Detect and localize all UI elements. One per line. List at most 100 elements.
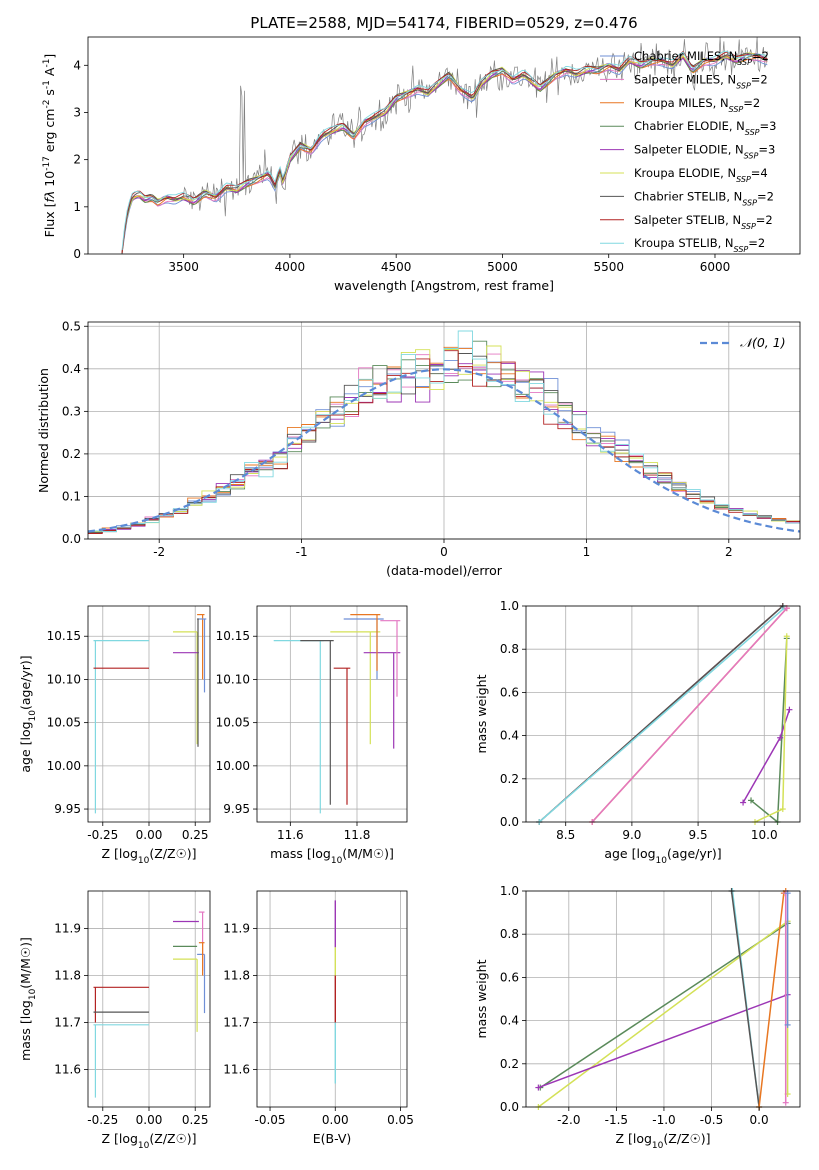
label-part: (M/M☉)]: [342, 846, 394, 861]
label-sub: 10: [28, 988, 38, 1000]
x-tick-label: 9.0: [622, 828, 641, 842]
y-tick-label: 10.15: [47, 629, 81, 643]
y-axis-label: Flux [fλ 10-17 erg cm-2 s-1 A-1]: [42, 54, 57, 238]
y-tick-label: 10.00: [216, 759, 250, 773]
y-tick-label: 0.0: [500, 815, 519, 829]
series-kroupa-miles: [758, 890, 787, 1108]
y-tick-label: 0.4: [62, 362, 81, 376]
x-tick-label: 6000: [700, 260, 731, 274]
y-tick-label: 10.15: [216, 629, 250, 643]
label-part: Z [: [101, 846, 118, 861]
ticks: -0.05 0.00 0.05 11.6 11.7 11.8 11.9: [223, 922, 414, 1127]
y-tick-label: 11.9: [223, 922, 250, 936]
y-tick-label: 0.4: [500, 1014, 519, 1028]
plot-area: [535, 888, 791, 1110]
label-part: Z [: [615, 1131, 632, 1146]
legend-text: Salpeter STELIB, N: [634, 213, 741, 227]
legend-text: Kroupa ELODIE, N: [634, 166, 736, 180]
legend-sub: SSP: [744, 151, 759, 160]
plot-area: [273, 614, 401, 814]
x-axis-label: Z [log10(Z/Z☉)]: [101, 1131, 196, 1151]
x-tick-label: 0.0: [750, 1113, 769, 1127]
legend-text: Kroupa MILES, N: [634, 96, 729, 110]
label-sub: 10: [138, 856, 150, 866]
ticks: 8.5 9.0 9.5 10.0 0.0 0.2 0.4 0.6 0.8 1.0: [500, 599, 778, 842]
label-part: log: [119, 1131, 138, 1146]
axes-frame: [525, 605, 801, 823]
axes-massweight-vs-Z: -2.0 -1.5 -1.0 -0.5 0.0 0.0 0.2 0.4 0.6 0.8 1.0 Z […: [474, 884, 801, 1151]
axes-massweight-vs-age: 8.5 9.0 9.5 10.0 0.0 0.2 0.4 0.6 0.8 1.0 age [log1…: [474, 599, 801, 866]
x-tick-label: 5000: [487, 260, 518, 274]
x-axis-label: wavelength [Angstrom, rest frame]: [334, 278, 554, 293]
y-tick-label: 0.8: [500, 927, 519, 941]
legend-label: Salpeter ELODIE, NSSP=3: [634, 143, 775, 161]
x-tick-label: 0.05: [387, 1113, 414, 1127]
y-tick-label: 0.4: [500, 729, 519, 743]
legend-sub: SSP: [742, 198, 757, 207]
legend-suffix: =2: [752, 49, 769, 63]
y-tick-label: 0.6: [500, 685, 519, 699]
label-part: fλ: [42, 191, 57, 203]
y-axis-label: mass weight: [474, 674, 489, 753]
x-tick-label: 0.00: [136, 828, 163, 842]
legend-sub: SSP: [736, 81, 751, 90]
ticks: -0.25 0.00 0.25 11.6 11.7 11.8 11.9: [54, 922, 208, 1127]
y-tick-label: 0.0: [500, 1100, 519, 1114]
series-chabrier-elodie: [750, 638, 788, 824]
x-axis-label: mass [log10(M/M☉)]: [270, 846, 394, 866]
legend-sub: SSP: [745, 128, 760, 137]
x-tick-label: -1.0: [652, 1113, 675, 1127]
y-tick-label: 10.10: [216, 672, 250, 686]
legend-label: Chabrier ELODIE, NSSP=3: [634, 119, 776, 137]
axes-frame: [87, 36, 801, 255]
x-tick-label: 2: [725, 545, 733, 559]
legend-suffix: =2: [743, 96, 760, 110]
y-tick-label: 1.0: [500, 599, 519, 613]
legend-label: Salpeter MILES, NSSP=2: [634, 72, 768, 90]
y-tick-label: 1.0: [500, 884, 519, 898]
label-part: ]: [42, 54, 57, 59]
label-part: log: [18, 721, 33, 740]
legend-label: Kroupa MILES, NSSP=2: [634, 96, 760, 114]
legend: 𝒩(0, 1): [700, 335, 786, 350]
label-part: erg cm: [42, 109, 57, 157]
y-tick-label: 0.1: [62, 489, 81, 503]
x-tick-label: 4500: [381, 260, 412, 274]
series-kroupa-stelib: [121, 50, 768, 251]
legend-sub: SSP: [737, 58, 752, 67]
y-tick-label: 4: [73, 58, 81, 72]
x-tick-label: 9.5: [689, 828, 708, 842]
y-tick-label: 10.05: [216, 716, 250, 730]
label-part: A: [42, 67, 57, 80]
axes-age-vs-Z: -0.25 0.00 0.25 9.95 10.00 10.05 10.10 10.15 Z […: [18, 605, 211, 866]
y-tick-label: 0.0: [62, 532, 81, 546]
axes-residuals: -2 -1 0 1 2 0.0 0.1 0.2 0.3 0.4 0.5 (data-model)/er…: [36, 319, 801, 578]
label-part: mass [: [18, 1019, 33, 1061]
legend-text: Chabrier MILES, N: [634, 49, 737, 63]
x-tick-label: 4000: [275, 260, 306, 274]
label-part: Z [: [101, 1131, 118, 1146]
label-part: -17: [42, 156, 52, 171]
y-tick-label: 0.2: [500, 1057, 519, 1071]
legend-label: Salpeter STELIB, NSSP=2: [634, 213, 773, 231]
label-part: E(B-V): [313, 1131, 352, 1146]
x-tick-label: -1: [296, 545, 308, 559]
x-tick-label: -0.05: [255, 1113, 286, 1127]
y-tick-label: 11.6: [223, 1062, 250, 1076]
y-tick-label: 2: [73, 153, 81, 167]
grid: [257, 891, 407, 1107]
label-part: mass weight: [474, 674, 489, 753]
label-sub: 10: [28, 710, 38, 722]
x-tick-label: 0.00: [136, 1113, 163, 1127]
y-tick-label: 11.7: [54, 1015, 81, 1029]
x-tick-label: 1: [583, 545, 591, 559]
label-part: log: [312, 846, 331, 861]
y-tick-label: 11.9: [54, 922, 81, 936]
legend-label: 𝒩(0, 1): [740, 335, 786, 350]
y-tick-label: 9.95: [54, 802, 81, 816]
label-part: s: [42, 89, 57, 100]
label-part: wavelength [Angstrom, rest frame]: [334, 278, 554, 293]
axes-frame: [525, 890, 801, 1108]
